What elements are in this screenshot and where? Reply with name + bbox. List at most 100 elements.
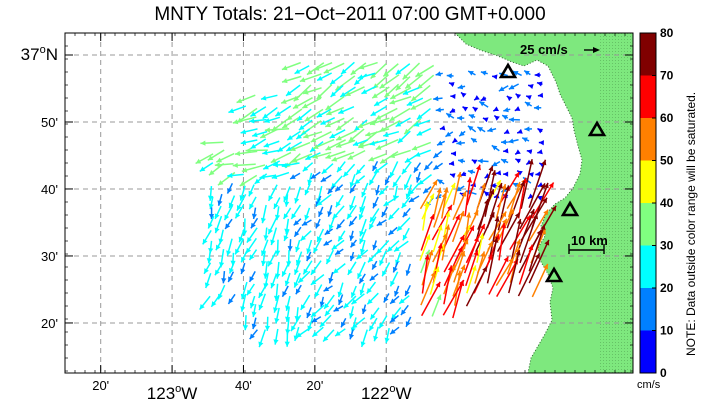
current-vector: [216, 152, 235, 163]
colorbar-segment: [640, 288, 656, 331]
current-vector: [199, 162, 214, 172]
current-vector: [405, 316, 412, 328]
current-vector: [293, 226, 302, 238]
current-vector: [436, 140, 446, 146]
current-vector: [389, 149, 411, 159]
current-vector: [232, 116, 257, 125]
current-vector: [239, 174, 258, 187]
current-vector: [274, 206, 281, 221]
current-vector: [348, 216, 358, 227]
current-vector: [369, 273, 379, 282]
current-vector: [473, 95, 480, 101]
current-vector: [404, 284, 411, 297]
current-vector: [389, 326, 400, 335]
current-vector: [328, 216, 336, 231]
current-vector: [301, 219, 312, 227]
current-vector: [351, 317, 366, 329]
current-vector: [238, 228, 245, 243]
current-vector: [516, 128, 523, 134]
current-vector: [503, 107, 511, 113]
current-vector: [410, 84, 431, 102]
current-vector: [393, 240, 409, 253]
current-vector: [372, 240, 378, 251]
current-vector: [284, 194, 290, 207]
longitude-label: 40': [235, 378, 252, 393]
current-vector: [228, 195, 236, 209]
current-vector: [366, 292, 379, 305]
current-vector: [295, 239, 301, 253]
current-vector: [296, 108, 312, 122]
current-vector: [335, 219, 346, 230]
current-vector: [248, 271, 256, 283]
current-vector: [384, 175, 391, 186]
current-vector: [264, 316, 271, 331]
current-vector: [312, 138, 335, 150]
current-vector: [350, 62, 367, 76]
current-vector: [402, 62, 421, 80]
current-vector: [234, 238, 245, 255]
current-vector: [463, 236, 479, 274]
current-vector: [306, 307, 312, 319]
current-vector: [345, 86, 365, 97]
current-vector: [471, 159, 478, 165]
current-vector: [227, 293, 236, 305]
current-vector: [280, 95, 300, 104]
current-vector: [314, 284, 323, 298]
current-vector: [273, 328, 279, 345]
current-vector: [408, 195, 420, 203]
current-vector: [284, 328, 290, 347]
current-vector: [343, 295, 357, 309]
current-vector: [450, 93, 456, 100]
radar-station-marker: [587, 120, 607, 137]
current-vector: [274, 307, 280, 324]
current-vector: [312, 151, 332, 159]
current-vector: [416, 107, 431, 120]
current-vector: [289, 172, 301, 180]
current-vector: [286, 130, 301, 141]
current-vector: [234, 150, 258, 157]
current-vector: [413, 119, 431, 127]
current-vector: [281, 162, 300, 168]
current-vector: [439, 125, 446, 131]
current-vector: [319, 314, 332, 328]
current-vector: [445, 131, 454, 138]
current-vector: [325, 139, 346, 151]
current-vector: [378, 315, 388, 329]
current-vector: [262, 149, 279, 156]
current-vector: [528, 159, 547, 208]
current-vector: [294, 307, 300, 322]
current-vector: [327, 205, 333, 217]
current-vector: [375, 184, 381, 196]
colorbar-tick-label: 60: [660, 111, 674, 125]
current-vector: [240, 262, 246, 275]
current-vector: [200, 140, 224, 146]
latitude-label: 30': [41, 249, 58, 264]
current-vector: [334, 184, 344, 192]
current-vector: [509, 214, 532, 250]
current-vector: [537, 149, 543, 155]
current-vector: [361, 85, 377, 95]
colorbar: [639, 32, 657, 374]
current-vector: [370, 105, 388, 117]
current-vector: [365, 128, 390, 137]
current-vector: [286, 108, 303, 121]
current-vector: [402, 86, 420, 96]
current-vector: [335, 139, 356, 148]
current-vector: [367, 250, 380, 263]
current-vector: [267, 184, 278, 202]
current-vector: [240, 281, 248, 300]
current-vector: [320, 117, 336, 126]
current-vector: [202, 230, 212, 245]
longitude-label: 20': [92, 378, 109, 393]
colorbar-unit: cm/s: [637, 379, 661, 391]
current-vector: [531, 182, 555, 219]
current-vector: [293, 84, 312, 102]
current-vector: [482, 117, 489, 123]
current-vector: [449, 107, 456, 114]
current-vector: [349, 184, 357, 194]
current-vector: [274, 105, 292, 117]
current-vector: [207, 215, 215, 229]
current-vector: [204, 273, 212, 289]
current-vector: [348, 306, 355, 319]
